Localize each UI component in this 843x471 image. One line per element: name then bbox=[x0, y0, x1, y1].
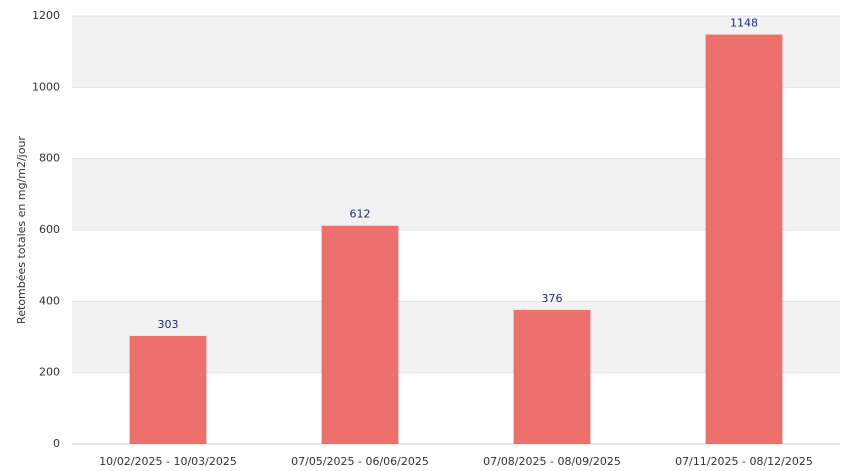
y-tick-label: 400 bbox=[39, 294, 60, 307]
y-tick-label: 200 bbox=[39, 366, 60, 379]
bar bbox=[513, 309, 591, 444]
x-tick-label: 07/11/2025 - 08/12/2025 bbox=[675, 455, 813, 468]
y-tick-label: 1000 bbox=[32, 80, 60, 93]
bar bbox=[321, 225, 399, 444]
data-label: 1148 bbox=[730, 17, 758, 30]
data-label: 612 bbox=[350, 208, 371, 221]
y-tick-label: 0 bbox=[53, 437, 60, 450]
data-label: 376 bbox=[542, 292, 563, 305]
y-tick-label: 1200 bbox=[32, 9, 60, 22]
x-tick-label: 10/02/2025 - 10/03/2025 bbox=[99, 455, 237, 468]
bar bbox=[705, 34, 783, 445]
y-tick-label: 600 bbox=[39, 223, 60, 236]
data-label: 303 bbox=[158, 318, 179, 331]
y-tick-label: 800 bbox=[39, 152, 60, 165]
y-axis-label: Retombées totales en mg/m2/jour bbox=[15, 136, 28, 324]
bar bbox=[129, 335, 207, 444]
x-tick-label: 07/05/2025 - 06/06/2025 bbox=[291, 455, 429, 468]
x-tick-label: 07/08/2025 - 08/09/2025 bbox=[483, 455, 621, 468]
